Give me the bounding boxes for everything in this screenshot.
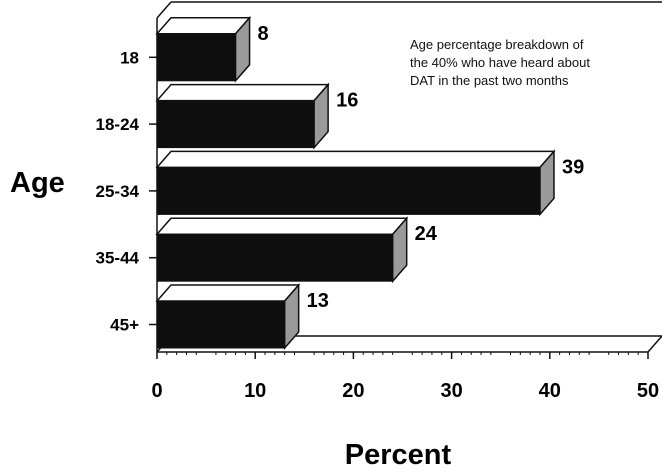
y-axis-title: Age [10, 167, 65, 199]
bar-value-label: 13 [307, 290, 329, 312]
x-tick-label: 0 [151, 380, 162, 402]
annotation-line: Age percentage breakdown of [410, 37, 584, 52]
bars: 8 16 39 24 13 [155, 15, 584, 350]
bar: 24 [155, 216, 438, 284]
x-tick-label: 20 [342, 380, 364, 402]
x-tick-label: 40 [539, 380, 561, 402]
bar-value-label: 16 [336, 90, 358, 112]
bar-value-label: 8 [258, 23, 269, 45]
bar-top-face [155, 17, 252, 35]
x-tick-label: 50 [637, 380, 659, 402]
bar-front-face [156, 166, 541, 215]
bar: 8 [155, 15, 269, 83]
bar-top-face [155, 284, 301, 302]
bar-front-face [156, 33, 237, 82]
x-tick-label: 10 [244, 380, 266, 402]
x-tick-label: 30 [440, 380, 462, 402]
x-axis-ticks: 0 10 20 30 40 50 [151, 352, 659, 402]
bar-front-face [156, 300, 286, 349]
chart-annotation: Age percentage breakdown of the 40% who … [410, 36, 650, 90]
y-category-label: 35-44 [96, 249, 140, 268]
frame-top-depth-edge [156, 1, 172, 19]
bar-front-face [156, 233, 394, 282]
y-category-label: 18 [120, 48, 139, 67]
y-category-label: 25-34 [96, 182, 140, 201]
y-axis-categories: 18 18-24 25-34 35-44 45+ [96, 48, 157, 335]
bar: 16 [155, 82, 358, 150]
annotation-line: the 40% who have heard about [410, 55, 590, 70]
bar-value-label: 39 [562, 156, 584, 178]
y-category-label: 45+ [110, 316, 139, 335]
bar-top-face [155, 83, 330, 102]
bar: 13 [155, 283, 329, 350]
annotation-line: DAT in the past two months [410, 73, 569, 88]
bar-top-face [155, 150, 556, 169]
bar-top-face [155, 217, 409, 235]
bar: 39 [155, 149, 584, 217]
y-category-label: 18-24 [96, 115, 140, 134]
frame-floor-right-edge [647, 335, 662, 353]
bar-front-face [156, 100, 315, 149]
bar-value-label: 24 [415, 223, 438, 245]
x-axis-title: Percent [345, 439, 452, 468]
